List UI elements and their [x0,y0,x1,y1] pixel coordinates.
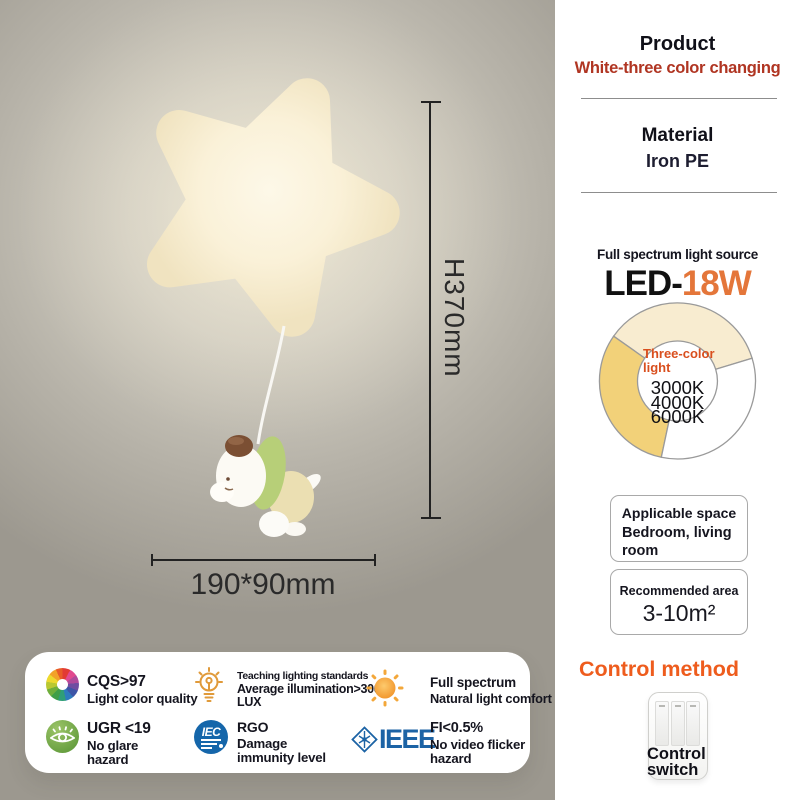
recommended-area-value: 3-10m² [642,600,716,626]
puppy-muzzle [210,482,234,502]
color-wheel-center [57,679,68,690]
feature-line1: UGR <19 [87,720,151,737]
puppy-hair-highlight [228,437,244,445]
color-temperature-list: 3000K 4000K 6000K [631,377,724,427]
puppy-front-paw [259,511,289,537]
switch-rockers [655,701,700,746]
product-photo: H370mm 190*90mm CQS>97 Light color quali… [0,0,555,800]
led-wattage: LED-18W [555,264,800,304]
feature-light-color-quality: CQS>97 Light color quality [87,673,198,707]
iec-dot [219,744,223,748]
dimension-lines [151,101,441,566]
iec-line [201,747,212,749]
height-dimension-label: H370mm [439,258,470,378]
color-temperature-donut [598,302,757,460]
bulb-icon [195,667,223,702]
feature-line1: Teaching lighting standards [237,670,369,682]
feature-line2: No video flicker hazard [430,737,526,767]
led-value: 18W [681,264,752,303]
width-dimension-label: 190*90mm [190,568,336,601]
feature-line2: Damage immunity level [237,735,326,765]
control-switch-label: Control switch [647,745,706,779]
puppy-eye [226,477,230,481]
ieee-icon-text: IEEE [379,724,436,754]
puppy-mouth [224,487,234,491]
control-method-heading: Control method [578,657,740,681]
product-value: White-three color changing [574,59,781,77]
divider [581,98,777,99]
material-value: Iron PE [645,151,709,171]
puppy-rear-paw [284,522,306,536]
donut-segment-gold [598,335,670,459]
sun-icon [366,669,404,707]
iec-line [201,743,217,745]
feature-no-flicker: FI<0.5% No video flicker hazard [430,720,548,767]
recommended-area-box: Recommended area 3-10m² [610,569,748,635]
led-prefix: LED- [604,264,683,303]
switch-rocker [655,701,669,746]
hanging-cord [256,325,286,445]
feature-line1: FI<0.5% [430,720,484,736]
features-card: CQS>97 Light color quality [25,652,552,773]
applicable-space-title: Applicable space [621,505,737,521]
material-heading: Material [641,125,714,146]
recommended-area-title: Recommended area [619,584,739,598]
iec-line [201,739,221,741]
eye-icon [46,720,79,753]
puppy-figure [210,435,321,537]
divider [581,192,777,193]
applicable-space-value: Bedroom, living room [622,525,732,559]
feature-line2: Natural light comfort [430,691,552,707]
feature-line2: No glare hazard [87,738,139,768]
feature-line1: Full spectrum [430,675,516,690]
donut-segment-cream [612,302,753,371]
control-switch-image [648,692,708,780]
switch-rocker [670,701,685,746]
ieee-icon: IEEE [351,724,436,755]
temperature-4000k: 4000K [650,391,705,413]
switch-rocker [686,701,700,746]
product-heading: Product [639,33,716,55]
info-panel: Product White-three color changing Mater… [555,0,800,800]
color-wheel-icon [46,668,79,701]
applicable-space-box: Applicable space Bedroom, living room [610,495,748,562]
feature-line1: RGO [237,719,269,735]
ieee-diamond [351,726,378,753]
temperature-3000k: 3000K [650,377,705,398]
feature-line1: CQS>97 [87,673,146,690]
iec-icon: IEC [194,720,228,754]
feature-illumination: Teaching lighting standards Average illu… [237,670,399,710]
lamp-scene [15,0,515,566]
light-source-subtitle: Full spectrum light source [597,247,758,262]
star-lamp [147,78,400,337]
feature-line2: Average illumination>300 LUX [237,682,381,710]
feature-full-spectrum: Full spectrum Natural light comfort [430,675,560,707]
donut-segment-white [660,357,757,460]
feature-damage-immunity: RGO Damage immunity level [237,720,347,764]
feature-no-glare: UGR <19 No glare hazard [87,720,177,768]
temperature-6000k: 6000K [650,406,705,427]
donut-center-title: Three-color light [643,346,715,375]
feature-line2: Light color quality [87,691,198,707]
iec-icon-text: IEC [201,725,221,739]
